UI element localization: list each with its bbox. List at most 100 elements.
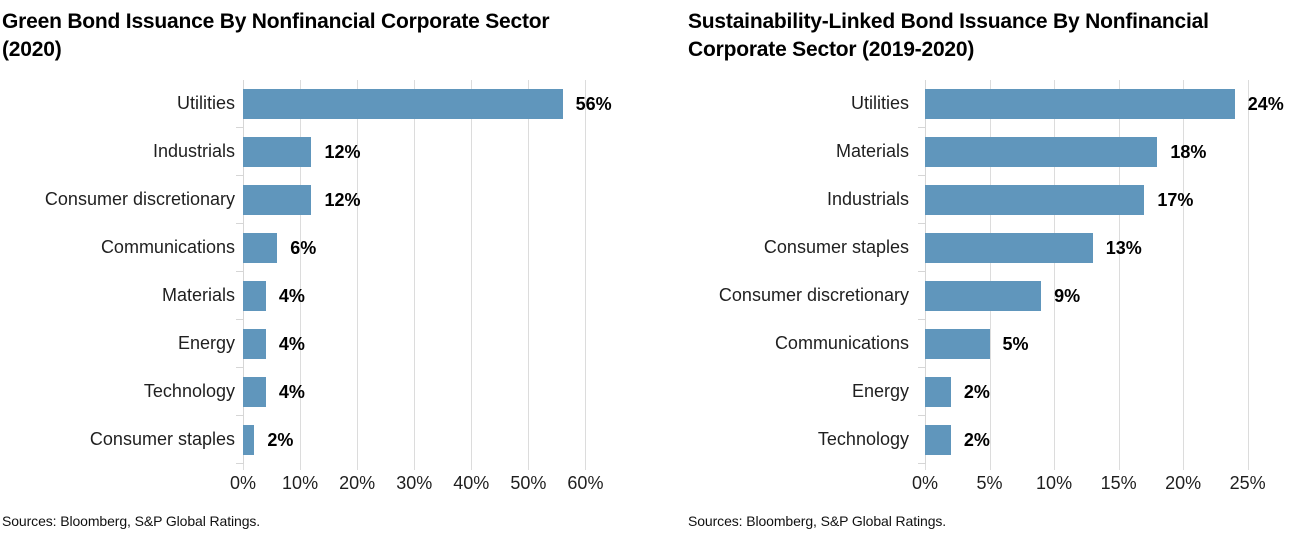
category-label: Energy bbox=[851, 381, 909, 402]
value-label: 18% bbox=[1170, 141, 1207, 162]
sustainability-linked-bond-chart: Sustainability-Linked Bond Issuance By N… bbox=[656, 0, 1312, 529]
category-label: Consumer staples bbox=[763, 237, 909, 258]
bar-rows: 56% 12% 12% 6% 4% 4% 4% 2% bbox=[243, 80, 612, 464]
gridline bbox=[300, 79, 302, 470]
bar bbox=[243, 232, 278, 263]
value-label: 4% bbox=[278, 333, 305, 354]
x-tick-label: 40% bbox=[453, 472, 490, 493]
value-label: 56% bbox=[575, 93, 612, 114]
value-label: 12% bbox=[324, 141, 361, 162]
y-tick bbox=[918, 414, 925, 416]
x-tick-label: 5% bbox=[976, 472, 1003, 493]
bar bbox=[243, 184, 312, 215]
chart-body: Utilities Industrials Consumer discretiona… bbox=[2, 79, 656, 495]
y-tick bbox=[918, 270, 925, 272]
bar bbox=[243, 88, 563, 119]
chart-title: Green Bond Issuance By Nonfinancial Corp… bbox=[2, 10, 550, 61]
value-label: 4% bbox=[278, 285, 305, 306]
bar-row: 5% bbox=[925, 320, 1258, 368]
plot-area: 56% 12% 12% 6% 4% 4% 4% 2% 0% 10% 20% 30% 40% 50% 60% bbox=[230, 79, 612, 495]
bar-row: 12% bbox=[243, 176, 594, 224]
y-tick bbox=[918, 462, 925, 464]
category-label: Industrials bbox=[826, 189, 909, 210]
category-label: Technology bbox=[817, 429, 909, 450]
x-tick-label: 10% bbox=[282, 472, 319, 493]
gridline bbox=[585, 79, 587, 470]
value-label: 4% bbox=[278, 381, 305, 402]
value-label: 9% bbox=[1054, 285, 1081, 306]
y-tick bbox=[236, 366, 243, 368]
category-labels-column: Utilities Materials Industrials Consumer st… bbox=[688, 80, 909, 495]
bar bbox=[243, 376, 266, 407]
bar-row: 9% bbox=[925, 272, 1258, 320]
category-label: Utilities bbox=[850, 93, 909, 114]
gridline bbox=[1247, 79, 1249, 470]
value-label: 6% bbox=[290, 237, 317, 258]
bar bbox=[243, 424, 255, 455]
bar bbox=[925, 376, 951, 407]
category-label: Materials bbox=[835, 141, 909, 162]
category-label: Communications bbox=[100, 237, 235, 258]
y-tick bbox=[918, 318, 925, 320]
value-label: 12% bbox=[324, 189, 361, 210]
y-tick bbox=[918, 126, 925, 128]
chart-title: Sustainability-Linked Bond Issuance By N… bbox=[688, 10, 1209, 61]
y-tick bbox=[918, 366, 925, 368]
x-tick-label: 0% bbox=[911, 472, 939, 493]
bar-row: 24% bbox=[925, 80, 1284, 128]
gridline bbox=[989, 79, 991, 470]
bar bbox=[925, 424, 951, 455]
y-tick bbox=[236, 270, 243, 272]
bar-row: 2% bbox=[925, 416, 1258, 464]
value-label: 2% bbox=[963, 381, 990, 402]
bar-row: 4% bbox=[243, 368, 594, 416]
y-axis bbox=[236, 79, 244, 464]
y-tick bbox=[236, 414, 243, 416]
y-tick bbox=[236, 222, 243, 224]
chart-body: Utilities Materials Industrials Consumer st… bbox=[688, 79, 1312, 495]
bar bbox=[243, 280, 266, 311]
x-tick-label: 60% bbox=[567, 472, 604, 493]
x-axis-labels: 0% 10% 20% 30% 40% 50% 60% bbox=[230, 472, 603, 495]
gridline bbox=[1183, 79, 1185, 470]
category-label: Materials bbox=[161, 285, 235, 306]
y-tick bbox=[918, 174, 925, 176]
category-label: Consumer discretionary bbox=[44, 189, 235, 210]
value-label: 17% bbox=[1157, 189, 1194, 210]
category-label: Consumer discretionary bbox=[718, 285, 909, 306]
bar bbox=[925, 280, 1042, 311]
y-tick bbox=[236, 462, 243, 464]
bar-row: 6% bbox=[243, 224, 594, 272]
source-note: Sources: Bloomberg, S&P Global Ratings. bbox=[688, 512, 947, 529]
x-tick-label: 20% bbox=[339, 472, 376, 493]
bar-row: 4% bbox=[243, 320, 594, 368]
bar bbox=[243, 328, 266, 359]
bar bbox=[925, 88, 1235, 119]
bar bbox=[925, 232, 1093, 263]
gridline bbox=[528, 79, 530, 470]
bar-row: 12% bbox=[243, 128, 594, 176]
x-tick-label: 30% bbox=[396, 472, 433, 493]
bar bbox=[925, 136, 1158, 167]
bar-row: 2% bbox=[243, 416, 594, 464]
gridline bbox=[471, 79, 473, 470]
gridline bbox=[414, 79, 416, 470]
x-tick-label: 20% bbox=[1165, 472, 1202, 493]
bar-row: 56% bbox=[243, 80, 612, 128]
plot-area: 24% 18% 17% 13% 9% 5% 2% 2% 0% 5% 10% 15% 20% 25% bbox=[912, 79, 1284, 495]
gridline bbox=[1054, 79, 1056, 470]
category-label: Communications bbox=[774, 333, 909, 354]
value-label: 2% bbox=[267, 429, 294, 450]
category-labels-column: Utilities Industrials Consumer discretiona… bbox=[2, 80, 235, 495]
gridline bbox=[1118, 79, 1120, 470]
value-label: 24% bbox=[1247, 93, 1284, 114]
category-label: Utilities bbox=[176, 93, 235, 114]
y-tick bbox=[236, 174, 243, 176]
x-tick-label: 0% bbox=[229, 472, 257, 493]
y-tick bbox=[236, 126, 243, 128]
category-label: Consumer staples bbox=[89, 429, 235, 450]
value-label: 5% bbox=[1002, 333, 1029, 354]
category-label: Energy bbox=[177, 333, 235, 354]
bar-row: 2% bbox=[925, 368, 1258, 416]
source-note: Sources: Bloomberg, S&P Global Ratings. bbox=[2, 512, 261, 529]
